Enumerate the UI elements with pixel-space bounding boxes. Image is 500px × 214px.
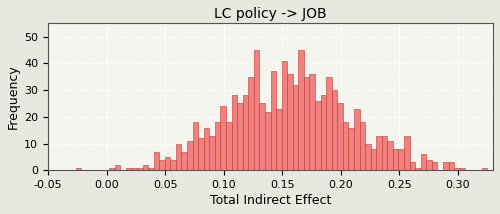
Bar (276, 109, 281, 170)
Bar (265, 111, 270, 170)
Bar (159, 159, 165, 170)
Bar (426, 159, 432, 170)
Bar (320, 95, 326, 170)
Bar (310, 74, 315, 170)
Bar (287, 74, 293, 170)
Bar (192, 122, 198, 170)
Bar (338, 104, 343, 170)
Bar (232, 95, 237, 170)
Bar (393, 149, 398, 170)
Bar (282, 61, 287, 170)
Bar (226, 122, 232, 170)
Bar (254, 50, 260, 170)
Bar (248, 77, 254, 170)
Bar (415, 168, 420, 170)
Bar (432, 162, 438, 170)
Bar (343, 122, 348, 170)
Bar (148, 168, 154, 170)
Bar (114, 165, 120, 170)
Bar (382, 135, 388, 170)
Bar (204, 128, 210, 170)
Bar (109, 168, 114, 170)
Y-axis label: Frequency: Frequency (7, 64, 20, 129)
Bar (142, 165, 148, 170)
Bar (298, 50, 304, 170)
Bar (370, 149, 376, 170)
Bar (210, 135, 215, 170)
Bar (376, 135, 382, 170)
Bar (220, 106, 226, 170)
Bar (410, 162, 415, 170)
Bar (165, 157, 170, 170)
Bar (332, 90, 338, 170)
Bar (215, 122, 220, 170)
Bar (398, 149, 404, 170)
Bar (304, 77, 310, 170)
Bar (365, 144, 370, 170)
Bar (137, 168, 142, 170)
Bar (126, 168, 132, 170)
Bar (242, 95, 248, 170)
Bar (260, 104, 265, 170)
Bar (237, 104, 242, 170)
Bar (388, 141, 393, 170)
Bar (182, 152, 187, 170)
Bar (448, 162, 454, 170)
Bar (132, 168, 137, 170)
Bar (443, 162, 448, 170)
Bar (293, 85, 298, 170)
Bar (326, 77, 332, 170)
Bar (76, 168, 82, 170)
Bar (354, 109, 360, 170)
Bar (198, 138, 203, 170)
Bar (420, 154, 426, 170)
X-axis label: Total Indirect Effect: Total Indirect Effect (210, 194, 331, 207)
Bar (482, 168, 488, 170)
Bar (176, 144, 182, 170)
Bar (460, 168, 465, 170)
Bar (348, 128, 354, 170)
Bar (270, 71, 276, 170)
Bar (187, 141, 192, 170)
Bar (315, 101, 320, 170)
Title: LC policy -> JOB: LC policy -> JOB (214, 7, 327, 21)
Bar (170, 159, 176, 170)
Bar (454, 168, 460, 170)
Bar (404, 135, 409, 170)
Bar (360, 122, 365, 170)
Bar (154, 152, 159, 170)
